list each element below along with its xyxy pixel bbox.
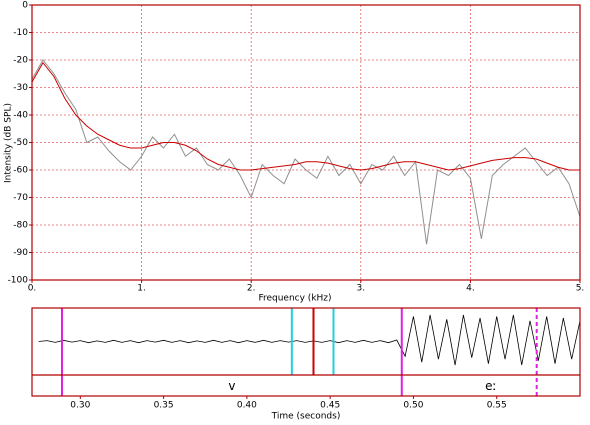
y-tick-label: 0 xyxy=(22,1,28,11)
x-tick-label: 0.50 xyxy=(403,401,423,411)
x-tick-label: 0.45 xyxy=(320,401,340,411)
y-tick-label: -40 xyxy=(13,111,28,121)
x-tick-label: 3. xyxy=(357,284,366,294)
x-tick-label: 0.55 xyxy=(487,401,507,411)
x-tick-label: 4. xyxy=(466,284,475,294)
data-line xyxy=(38,314,581,366)
x-tick-label: 0.30 xyxy=(70,401,90,411)
x-tick-label: 0. xyxy=(28,284,37,294)
y-axis-label: Intensity (dB SPL) xyxy=(4,103,14,183)
y-tick-label: -50 xyxy=(13,138,28,148)
data-line xyxy=(31,59,581,245)
x-tick-label: 0.35 xyxy=(154,401,174,411)
plot-frame xyxy=(31,307,581,397)
y-tick-label: -80 xyxy=(13,221,28,231)
y-tick-label: -60 xyxy=(13,166,28,176)
x-tick-label: 0.40 xyxy=(237,401,257,411)
segment-label: v xyxy=(228,379,235,393)
x-axis-label: Frequency (kHz) xyxy=(258,294,331,304)
x-axis-label: Time (seconds) xyxy=(271,412,341,422)
data-line xyxy=(31,61,580,171)
x-tick-label: 1. xyxy=(137,284,146,294)
plot-frame xyxy=(31,4,581,281)
y-tick-label: -30 xyxy=(13,83,28,93)
y-tick-label: -90 xyxy=(13,248,28,258)
segment-label: eː xyxy=(485,379,496,393)
y-tick-label: -100 xyxy=(8,276,29,286)
x-tick-label: 5. xyxy=(576,284,585,294)
y-tick-label: -20 xyxy=(13,56,28,66)
y-tick-label: -70 xyxy=(13,193,28,203)
x-tick-label: 2. xyxy=(247,284,256,294)
y-tick-label: -10 xyxy=(13,28,28,38)
